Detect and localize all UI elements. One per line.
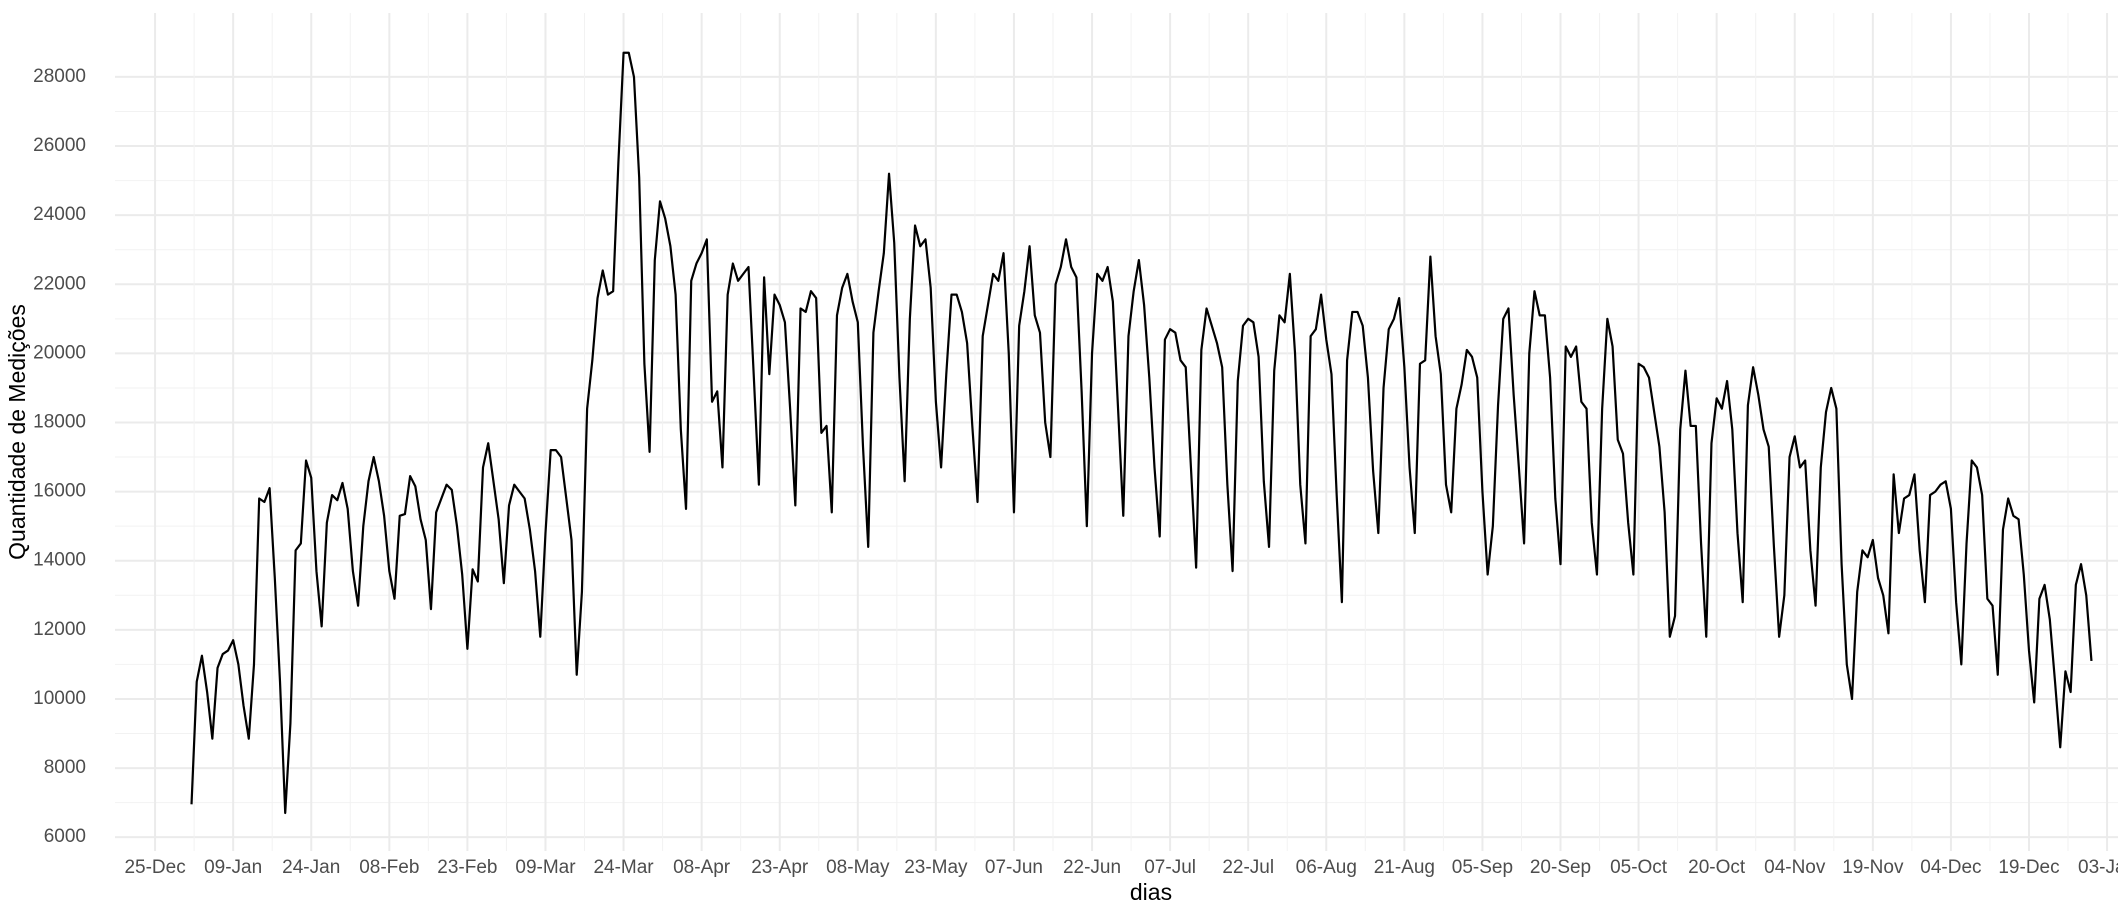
marks bbox=[190, 51, 2093, 815]
x-tick-label: 22-Jul bbox=[1222, 857, 1274, 878]
y-tick-label: 22000 bbox=[33, 273, 86, 294]
data-line bbox=[190, 51, 2093, 815]
x-tick-label: 19-Nov bbox=[1842, 857, 1904, 878]
x-axis-title: dias bbox=[1130, 879, 1172, 905]
x-tick-label: 05-Sep bbox=[1452, 857, 1513, 878]
x-tick-label: 05-Oct bbox=[1610, 857, 1668, 878]
grid bbox=[115, 13, 2118, 851]
y-tick-label: 16000 bbox=[33, 481, 86, 502]
x-tick-label: 07-Jul bbox=[1144, 857, 1196, 878]
x-tick-label: 23-Apr bbox=[751, 857, 809, 878]
x-tick-label: 09-Mar bbox=[515, 857, 576, 878]
x-tick-label: 24-Jan bbox=[282, 857, 340, 878]
y-tick-label: 26000 bbox=[33, 135, 86, 156]
y-tick-label: 10000 bbox=[33, 688, 86, 709]
y-tick-label: 14000 bbox=[33, 550, 86, 571]
x-tick-label: 20-Oct bbox=[1688, 857, 1746, 878]
x-tick-label: 08-May bbox=[826, 857, 890, 878]
x-tick-label: 09-Jan bbox=[204, 857, 262, 878]
y-tick-label: 28000 bbox=[33, 66, 86, 87]
x-tick-label: 07-Jun bbox=[985, 857, 1043, 878]
y-tick-label: 8000 bbox=[44, 757, 86, 778]
x-tick-label: 04-Nov bbox=[1764, 857, 1826, 878]
y-tick-label: 20000 bbox=[33, 342, 86, 363]
x-tick-label: 19-Dec bbox=[1998, 857, 2059, 878]
y-tick-label: 12000 bbox=[33, 619, 86, 640]
x-tick-label: 08-Feb bbox=[359, 857, 419, 878]
x-tick-label: 08-Apr bbox=[673, 857, 731, 878]
y-tick-label: 6000 bbox=[44, 826, 86, 847]
y-tick-label: 18000 bbox=[33, 412, 86, 433]
x-tick-label: 24-Mar bbox=[593, 857, 654, 878]
x-tick-label: 03-Jan bbox=[2078, 857, 2118, 878]
x-tick-label: 06-Aug bbox=[1296, 857, 1357, 878]
x-tick-label: 25-Dec bbox=[124, 857, 185, 878]
y-axis-title: Quantidade de Medições bbox=[4, 304, 30, 560]
x-tick-label: 23-May bbox=[904, 857, 968, 878]
x-tick-label: 22-Jun bbox=[1063, 857, 1121, 878]
x-tick-label: 04-Dec bbox=[1920, 857, 1981, 878]
x-tick-label: 20-Sep bbox=[1530, 857, 1591, 878]
x-tick-label: 21-Aug bbox=[1374, 857, 1435, 878]
x-tick-label: 23-Feb bbox=[437, 857, 497, 878]
y-tick-label: 24000 bbox=[33, 204, 86, 225]
